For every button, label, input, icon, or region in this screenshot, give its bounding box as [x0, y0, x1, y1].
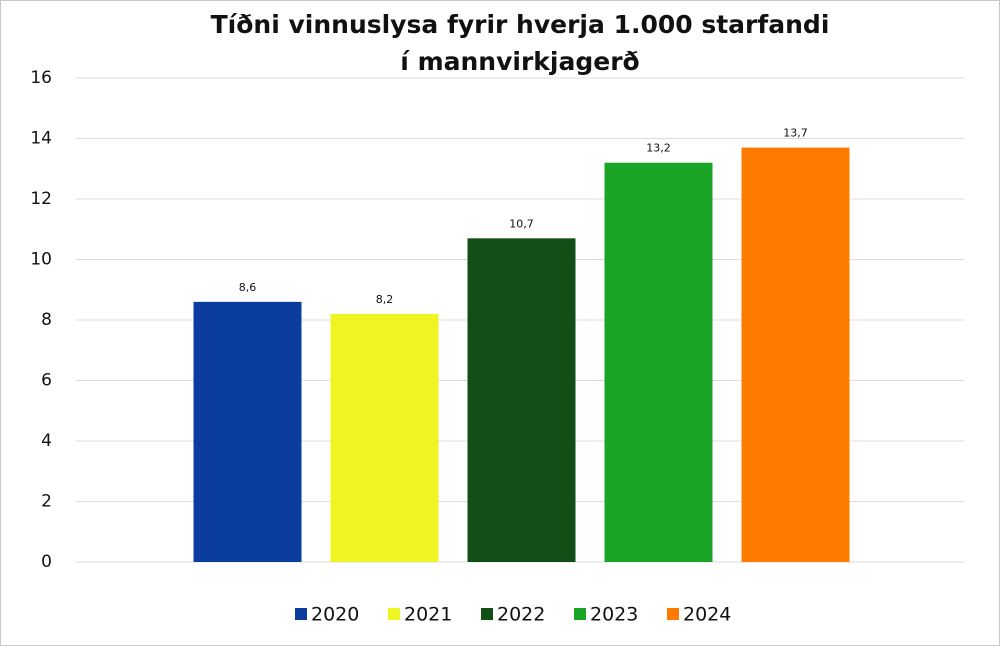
- y-tick-label: 0: [41, 552, 52, 572]
- y-tick-label: 2: [41, 492, 52, 512]
- value-label: 13,7: [783, 127, 808, 140]
- y-tick-label: 12: [30, 189, 52, 209]
- bar: [604, 162, 713, 562]
- y-tick-label: 14: [30, 129, 52, 149]
- y-tick-label: 16: [30, 68, 52, 88]
- legend-swatch: [667, 608, 679, 620]
- bar: [193, 301, 302, 562]
- legend-label: 2020: [311, 604, 359, 626]
- value-label: 8,2: [376, 293, 394, 306]
- y-tick-label: 8: [41, 310, 52, 330]
- legend-swatch: [295, 608, 307, 620]
- y-tick-label: 10: [30, 250, 52, 270]
- legend-label: 2022: [497, 604, 545, 626]
- y-tick-label: 4: [41, 431, 52, 451]
- legend-label: 2021: [404, 604, 452, 626]
- bar: [330, 313, 439, 562]
- legend-label: 2024: [683, 604, 731, 626]
- value-label: 8,6: [239, 281, 257, 294]
- legend-swatch: [388, 608, 400, 620]
- value-label: 10,7: [509, 217, 534, 230]
- legend-swatch: [481, 608, 493, 620]
- bar: [741, 147, 850, 562]
- y-tick-label: 6: [41, 371, 52, 391]
- value-label: 13,2: [646, 142, 671, 155]
- chart-title: Tíðni vinnuslysa fyrir hverja 1.000 star…: [210, 10, 830, 76]
- bar: [467, 238, 576, 562]
- legend-swatch: [574, 608, 586, 620]
- legend-label: 2023: [590, 604, 638, 626]
